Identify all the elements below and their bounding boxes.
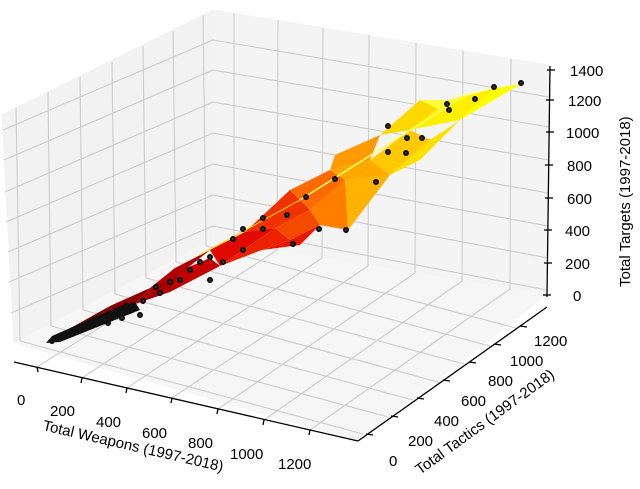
- y-tick-0: 0: [389, 453, 397, 470]
- y-tick-400: 400: [434, 413, 459, 430]
- z-tick-1000: 1000: [566, 125, 599, 142]
- z-tick-1400: 1400: [570, 63, 603, 80]
- z-tick-600: 600: [567, 191, 592, 208]
- y-tick-800: 800: [488, 373, 513, 390]
- z-tick-400: 400: [565, 223, 590, 240]
- x-tick-800: 800: [188, 435, 213, 452]
- dense-point-cluster: [46, 302, 140, 343]
- x-tick-1000: 1000: [230, 446, 263, 463]
- x-tick-labels: 0 200 400 600 800 1000 1200: [17, 392, 311, 473]
- axes: [13, 65, 555, 442]
- y-tick-1000: 1000: [510, 353, 543, 370]
- x-tick-400: 400: [96, 414, 121, 431]
- y-tick-600: 600: [461, 393, 486, 410]
- z-axis-label: Total Targets (1997-2018): [617, 116, 634, 287]
- z-tick-labels: 0 200 400 600 800 1000 1200 1400: [565, 63, 603, 305]
- z-tick-200: 200: [565, 256, 590, 273]
- y-tick-1200: 1200: [534, 333, 567, 350]
- z-tick-1200: 1200: [568, 93, 601, 110]
- y-tick-labels: 0 200 400 600 800 1000 1200: [389, 333, 567, 470]
- x-tick-1200: 1200: [278, 456, 311, 473]
- z-axis-line: [546, 65, 551, 298]
- y-axis-line: [357, 306, 548, 442]
- x-tick-0: 0: [17, 392, 25, 409]
- gridlines: [2, 13, 550, 435]
- x-tick-200: 200: [50, 403, 75, 420]
- x-axis-line: [13, 361, 359, 442]
- y-tick-200: 200: [408, 433, 433, 450]
- z-tick-800: 800: [567, 158, 592, 175]
- z-tick-0: 0: [573, 288, 581, 305]
- x-tick-600: 600: [142, 425, 167, 442]
